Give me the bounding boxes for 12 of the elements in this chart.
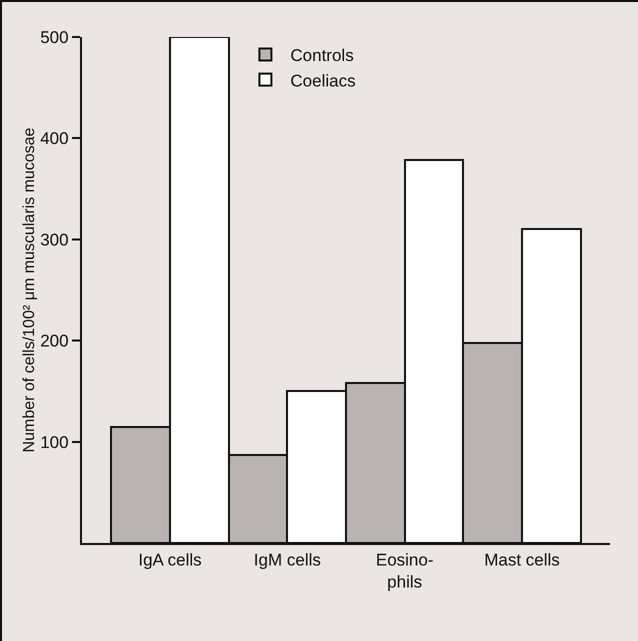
- x-tick-label: IgM cells: [254, 550, 321, 570]
- y-tick-label: 400: [40, 129, 69, 148]
- legend-label: Coeliacs: [290, 71, 356, 90]
- x-tick-label: Eosino- phils: [376, 550, 434, 592]
- x-tick-label: IgA cells: [138, 550, 202, 570]
- y-tick-label: 100: [40, 432, 69, 452]
- legend-label: Controls: [290, 46, 354, 66]
- y-tick-label: 200: [40, 332, 69, 351]
- y-tick-label: 300: [40, 230, 69, 250]
- x-tick-label: Mast cells: [484, 550, 560, 570]
- y-axis-title: Number of cells/100² μm muscularis mucosae: [21, 127, 38, 452]
- y-tick-label: 500: [40, 28, 69, 47]
